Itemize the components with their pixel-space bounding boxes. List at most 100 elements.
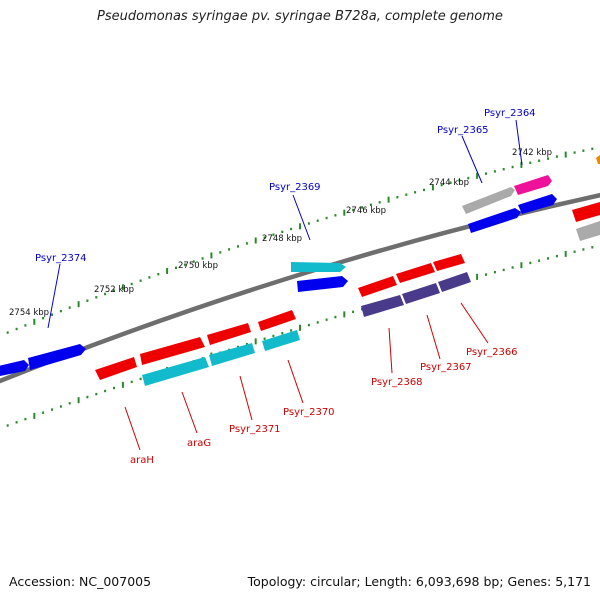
minor-tick [467, 176, 470, 180]
minor-tick [245, 242, 248, 245]
gene-label-arah[interactable]: araH [130, 455, 154, 466]
minor-tick [104, 292, 107, 296]
major-tick [254, 338, 257, 345]
minor-tick [104, 389, 107, 393]
major-tick [564, 151, 567, 158]
major-tick [33, 412, 36, 419]
gene-arrow[interactable] [462, 187, 515, 214]
major-tick [343, 209, 346, 216]
minor-tick [538, 159, 541, 162]
minor-tick [15, 327, 18, 331]
gene-arrow[interactable] [297, 276, 348, 292]
minor-tick [86, 299, 89, 302]
minor-tick [529, 261, 532, 265]
minor-tick [316, 219, 319, 222]
minor-tick [59, 309, 62, 313]
minor-tick [440, 183, 443, 187]
scale-label-2744: 2744 kbp [429, 178, 469, 188]
minor-tick [316, 321, 319, 324]
gene-arrow[interactable] [0, 360, 29, 378]
gene-arrow[interactable] [396, 263, 435, 283]
minor-tick [573, 151, 576, 154]
minor-tick [582, 248, 585, 251]
gene-arrow[interactable] [468, 208, 521, 233]
gene-label-psyr-2368[interactable]: Psyr_2368 [371, 377, 423, 388]
gene-label-psyr-2366[interactable]: Psyr_2366 [466, 347, 518, 358]
gene-arrow[interactable] [291, 262, 346, 272]
gene-arrow[interactable] [258, 310, 296, 331]
minor-tick [538, 259, 541, 262]
minor-tick [272, 334, 275, 338]
minor-tick [582, 149, 585, 152]
gene-arrow[interactable] [433, 254, 465, 271]
minor-tick [405, 193, 408, 196]
gene-arrow[interactable] [518, 194, 557, 214]
gene-arrow[interactable] [95, 357, 137, 380]
gene-label-psyr-2370[interactable]: Psyr_2370 [283, 407, 335, 418]
bottom-leader-lines [124, 302, 489, 451]
minor-tick [245, 343, 248, 346]
gene-arrow[interactable] [142, 357, 209, 386]
minor-tick [42, 317, 45, 320]
minor-tick [130, 282, 133, 286]
minor-tick [334, 214, 337, 217]
major-tick [387, 196, 390, 203]
minor-tick [325, 216, 328, 220]
minor-tick [139, 279, 142, 282]
minor-tick [24, 417, 27, 421]
gene-label-psyr-2374[interactable]: Psyr_2374 [35, 253, 87, 264]
scale-label-2750: 2750 kbp [178, 261, 218, 271]
minor-tick [547, 257, 549, 260]
major-tick [431, 184, 434, 191]
minor-tick [369, 203, 372, 206]
minor-tick [68, 306, 71, 309]
gene-arrow[interactable] [514, 175, 552, 195]
minor-tick [130, 380, 133, 384]
minor-tick [15, 421, 18, 424]
gene-arrow[interactable] [576, 221, 600, 241]
minor-tick [281, 230, 284, 234]
minor-tick [573, 250, 576, 253]
minor-tick [157, 273, 160, 276]
upper-tick-track [6, 147, 594, 334]
minor-tick [414, 191, 417, 194]
gene-arrow[interactable] [596, 155, 600, 164]
gene-arrow[interactable] [209, 343, 255, 366]
gene-arrow[interactable] [361, 295, 404, 317]
minor-tick [485, 273, 487, 276]
gene-label-psyr-2364[interactable]: Psyr_2364 [484, 108, 536, 119]
minor-tick [272, 233, 275, 236]
scale-label-2754: 2754 kbp [9, 308, 49, 318]
minor-tick [325, 318, 328, 321]
minor-tick [547, 157, 549, 160]
minor-tick [493, 271, 496, 274]
minor-tick [148, 276, 151, 279]
genome-stats-label: Topology: circular; Length: 6,093,698 bp… [247, 574, 591, 589]
gene-arrow[interactable] [262, 330, 300, 351]
minor-tick [378, 201, 381, 204]
gene-arrow[interactable] [358, 276, 397, 297]
scale-label-2752: 2752 kbp [94, 285, 134, 295]
gene-arrow[interactable] [140, 337, 205, 365]
gene-label-arag[interactable]: araG [187, 438, 211, 449]
gene-label-psyr-2371[interactable]: Psyr_2371 [229, 424, 281, 435]
gene-arrow[interactable] [572, 202, 600, 222]
minor-tick [228, 248, 231, 251]
minor-tick [24, 324, 27, 327]
major-tick [299, 223, 301, 230]
gene-label-psyr-2365[interactable]: Psyr_2365 [437, 125, 489, 136]
gene-arrow[interactable] [438, 272, 471, 292]
major-tick [476, 172, 479, 179]
minor-tick [95, 296, 98, 299]
gene-label-psyr-2367[interactable]: Psyr_2367 [420, 362, 472, 373]
gene-arrow[interactable] [207, 323, 251, 345]
minor-tick [511, 165, 514, 169]
gene-arrow[interactable] [402, 283, 440, 304]
scale-label-2746: 2746 kbp [346, 206, 386, 216]
minor-tick [361, 206, 363, 209]
gene-arrow[interactable] [28, 344, 86, 370]
minor-tick [449, 181, 452, 184]
major-tick [520, 262, 523, 269]
minor-tick [281, 332, 284, 335]
gene-label-psyr-2369[interactable]: Psyr_2369 [269, 182, 321, 193]
